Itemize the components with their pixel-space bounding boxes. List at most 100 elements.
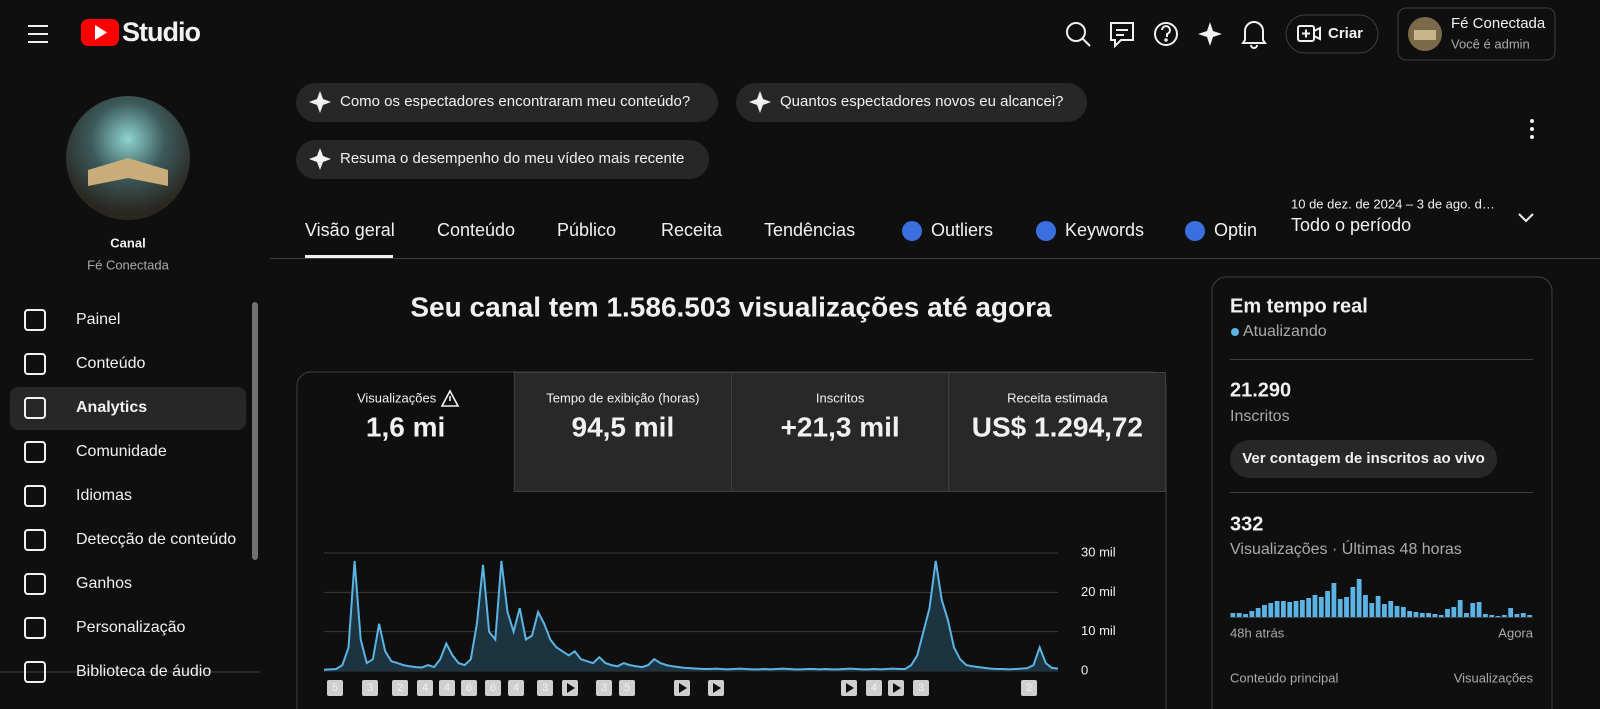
mini-bar [1350, 587, 1356, 617]
account-box[interactable] [1397, 7, 1556, 61]
suggestion-chip[interactable] [296, 140, 709, 179]
nav-item[interactable]: Ganhos [76, 575, 132, 592]
sparkle-icon [309, 91, 331, 113]
nav-item[interactable]: Conteúdo [76, 355, 145, 372]
marker-label: 4 [871, 682, 877, 694]
sparkle-icon [749, 91, 771, 113]
tab-icon [1036, 221, 1056, 241]
mini-bar [1274, 601, 1280, 617]
video-marker[interactable] [1021, 680, 1037, 696]
logo-text[interactable]: Studio [122, 17, 201, 47]
suggestion-text[interactable]: Como os espectadores encontraram meu con… [340, 93, 690, 110]
tab-fade [1258, 215, 1288, 249]
video-marker[interactable] [485, 680, 501, 696]
video-marker[interactable] [362, 680, 378, 696]
tab[interactable]: Visão geral [305, 220, 395, 240]
ai-icon[interactable] [1198, 22, 1222, 46]
mini-bar [1527, 615, 1532, 617]
mini-bar [1464, 613, 1469, 617]
tab[interactable]: Keywords [1065, 220, 1144, 240]
video-marker[interactable] [537, 680, 553, 696]
video-marker[interactable] [866, 680, 882, 696]
marker-label: 4 [444, 682, 450, 694]
metric-value: 94,5 mil [572, 411, 675, 442]
video-marker[interactable] [461, 680, 477, 696]
live-count-button[interactable] [1230, 440, 1497, 478]
tab[interactable]: Receita [661, 220, 723, 240]
mini-bar [1489, 615, 1495, 617]
search-icon[interactable] [1066, 22, 1091, 47]
nav-item[interactable]: Detecção de conteúdo [76, 531, 236, 548]
video-marker[interactable] [619, 680, 635, 696]
feedback-icon[interactable] [1110, 22, 1134, 49]
metric-label: Tempo de exibição (horas) [546, 390, 699, 405]
mini-bar [1451, 607, 1457, 617]
nav-icon [24, 353, 46, 375]
mini-bar [1432, 614, 1438, 617]
date-period[interactable]: Todo o período [1291, 215, 1411, 235]
mini-bar [1470, 603, 1476, 617]
menu-button[interactable] [28, 25, 48, 43]
suggestion-text[interactable]: Resuma o desempenho do meu vídeo mais re… [340, 150, 684, 167]
notifications-icon[interactable] [1241, 21, 1267, 49]
help-icon[interactable] [1154, 22, 1178, 46]
video-marker[interactable] [417, 680, 433, 696]
mini-bar [1344, 597, 1349, 617]
views-label: Visualizações · Últimas 48 horas [1230, 539, 1462, 558]
nav-icon [24, 573, 46, 595]
video-marker[interactable] [439, 680, 455, 696]
marker-label: 4 [513, 682, 519, 694]
tab[interactable]: Outliers [931, 220, 993, 240]
realtime-status: Atualizando [1243, 323, 1327, 340]
tab[interactable]: Conteúdo [437, 220, 515, 240]
create-button[interactable] [1285, 14, 1379, 54]
nav-icon [24, 661, 46, 683]
area [324, 560, 1058, 671]
nav-item[interactable]: Analytics [76, 399, 147, 416]
metric-tab[interactable] [948, 372, 1166, 492]
nav-icon [24, 309, 46, 331]
tab[interactable]: Optin [1214, 220, 1257, 240]
nav-item[interactable]: Biblioteca de áudio [76, 663, 211, 680]
metric-tab[interactable] [731, 372, 950, 492]
scrollbar[interactable] [252, 302, 258, 560]
realtime-title: Em tempo real [1230, 295, 1368, 317]
tab[interactable]: Tendências [764, 220, 855, 240]
marker-label: 3 [367, 682, 373, 694]
nav-item[interactable]: Comunidade [76, 443, 167, 460]
suggestion-chip[interactable] [736, 83, 1087, 122]
y-tick-label: 0 [1081, 662, 1088, 677]
channel-label: Canal [110, 235, 145, 250]
sparkle-icon [309, 148, 331, 170]
mini-bar [1508, 608, 1514, 617]
nav-item[interactable]: Personalização [76, 619, 186, 636]
nav-item[interactable]: Painel [76, 311, 120, 328]
channel-avatar-book [88, 158, 168, 186]
video-marker[interactable] [327, 680, 343, 696]
metric-label: Receita estimada [1007, 390, 1108, 405]
marker-label: 5 [332, 682, 338, 694]
suggestion-chip[interactable] [296, 83, 718, 122]
tab-icon [1185, 221, 1205, 241]
video-marker[interactable] [596, 680, 612, 696]
marker-label: 6 [466, 682, 472, 694]
suggestion-text[interactable]: Quantos espectadores novos eu alcancei? [780, 93, 1064, 110]
video-marker[interactable] [392, 680, 408, 696]
date-chevron[interactable] [1518, 213, 1534, 223]
subscriber-count: 21.290 [1230, 379, 1291, 401]
status-dot [1231, 328, 1239, 336]
video-marker[interactable] [508, 680, 524, 696]
more-button[interactable] [1530, 119, 1534, 139]
date-range[interactable]: 10 de dez. de 2024 – 3 de ago. d… [1291, 196, 1495, 211]
tab[interactable]: Público [557, 220, 616, 240]
mini-bar [1306, 598, 1312, 617]
mini-bar [1337, 599, 1343, 617]
nav-icon [24, 529, 46, 551]
video-marker[interactable] [913, 680, 929, 696]
nav-item[interactable]: Idiomas [76, 487, 132, 504]
metric-tab[interactable] [513, 372, 732, 492]
headline: Seu canal tem 1.586.503 visualizações at… [410, 291, 1052, 322]
mini-bar [1236, 613, 1242, 617]
mini-bar [1520, 613, 1526, 617]
mini-bar [1331, 583, 1337, 617]
